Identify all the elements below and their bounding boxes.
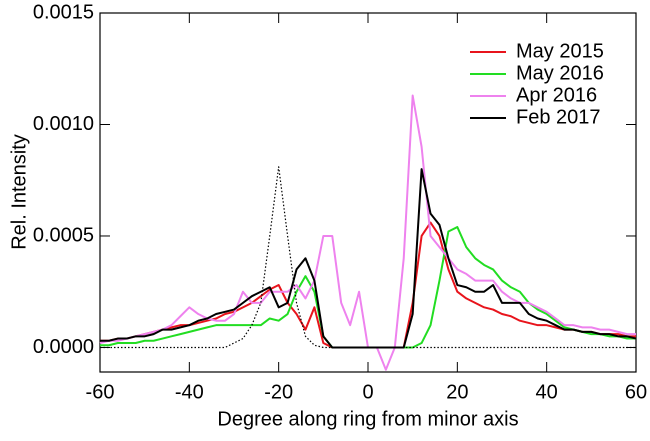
series-line	[100, 166, 636, 349]
x-tick-label: 0	[362, 381, 373, 403]
y-tick-label: 0.0010	[33, 113, 94, 135]
x-tick-label: -20	[264, 381, 293, 403]
x-tick-label: 60	[625, 381, 647, 403]
x-axis-label: Degree along ring from minor axis	[217, 408, 518, 430]
legend-label: May 2015	[516, 40, 604, 62]
y-tick-label: 0.0000	[33, 336, 94, 358]
legend-label: Feb 2017	[516, 106, 601, 128]
series-line	[100, 226, 636, 349]
x-tick-label: 40	[536, 381, 558, 403]
x-tick-label: -60	[86, 381, 115, 403]
y-tick-label: 0.0005	[33, 224, 94, 246]
y-axis-label: Rel. Intensity	[8, 134, 30, 250]
legend-label: Apr 2016	[516, 84, 597, 106]
x-tick-label: -40	[175, 381, 204, 403]
series-line	[99, 94, 636, 371]
series-line	[100, 221, 636, 349]
legend-label: May 2016	[516, 62, 604, 84]
x-tick-label: 20	[446, 381, 468, 403]
y-tick-label: 0.0015	[33, 1, 94, 23]
